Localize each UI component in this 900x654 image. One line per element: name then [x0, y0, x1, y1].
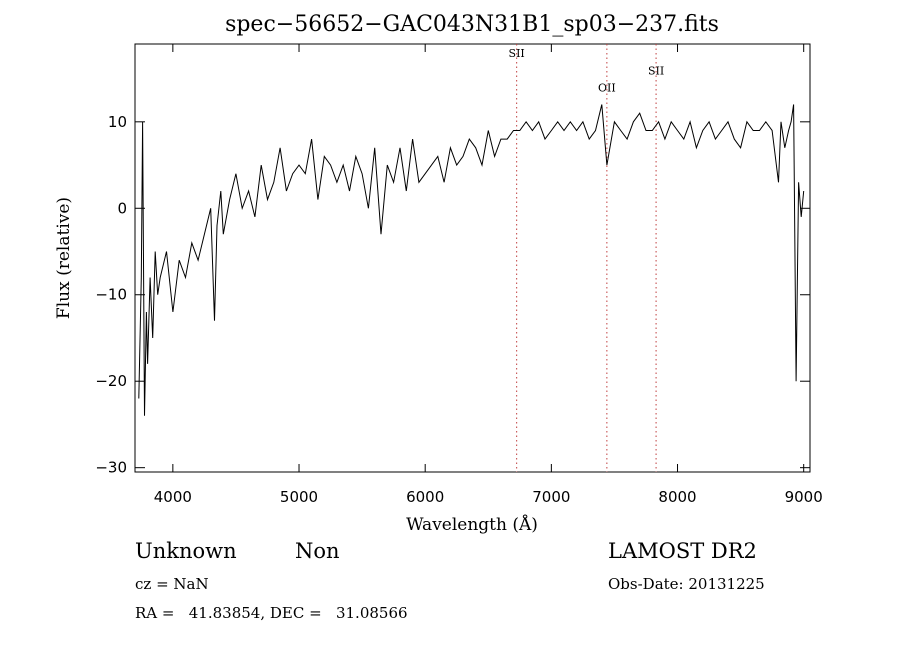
- emission-line-label: SII: [509, 47, 525, 60]
- y-tick-label: −10: [95, 286, 127, 304]
- y-tick-label: 10: [108, 113, 127, 131]
- obs-date: Obs-Date: 20131225: [608, 575, 765, 593]
- x-tick-label: 5000: [280, 488, 318, 506]
- y-tick-label: −20: [95, 372, 127, 390]
- axis-ticks: 4000 5000 6000 7000 8000 9000 −30 −20 −10 0 10: [95, 44, 823, 506]
- y-axis-label: Flux (relative): [54, 197, 74, 319]
- cz-value: cz = NaN: [135, 575, 209, 593]
- x-tick-label: 8000: [658, 488, 696, 506]
- y-tick-label: 0: [117, 199, 127, 217]
- chart-title: spec−56652−GAC043N31B1_sp03−237.fits: [225, 12, 719, 37]
- series-line: [138, 104, 805, 416]
- coordinates: RA = 41.83854, DEC = 31.08566: [135, 604, 408, 622]
- x-tick-label: 4000: [154, 488, 192, 506]
- emission-line-label: OII: [598, 82, 616, 95]
- subclass-label: Non: [295, 539, 340, 563]
- x-axis-label: Wavelength (Å): [406, 514, 538, 535]
- x-tick-label: 9000: [785, 488, 823, 506]
- emission-line-label: SII: [648, 64, 664, 77]
- plot-frame: [134, 43, 811, 473]
- x-tick-label: 6000: [406, 488, 444, 506]
- series-group: [138, 104, 805, 416]
- survey-label: LAMOST DR2: [608, 539, 757, 563]
- y-tick-label: −30: [95, 459, 127, 477]
- x-tick-label: 7000: [532, 488, 570, 506]
- emission-lines: SII OII SII: [509, 44, 664, 472]
- class-label: Unknown: [135, 539, 237, 563]
